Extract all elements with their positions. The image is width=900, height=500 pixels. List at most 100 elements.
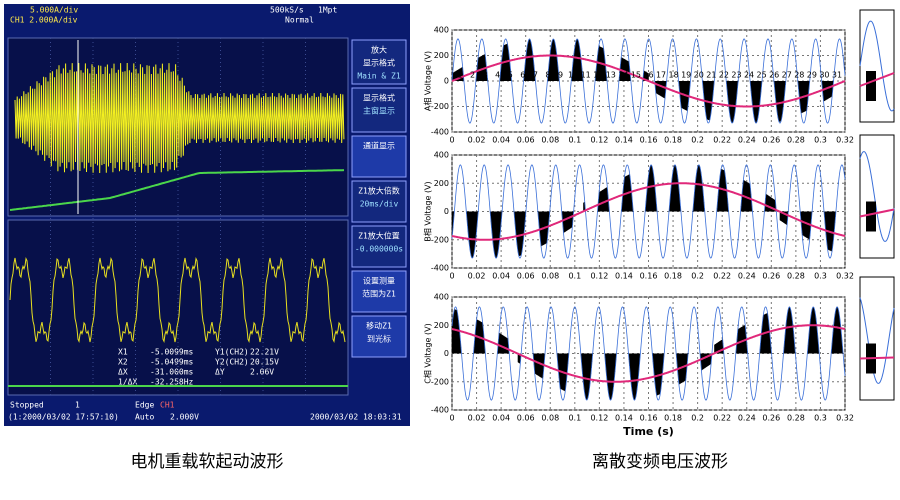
x-tick-label: 0.32 bbox=[836, 414, 854, 423]
y-tick-label: 200 bbox=[434, 51, 449, 60]
segment-number: 5 bbox=[508, 71, 513, 80]
cursor-readout: 2.06V bbox=[250, 368, 274, 377]
menu-label: Z1放大位置 bbox=[358, 231, 400, 241]
zoom-frame bbox=[859, 134, 895, 259]
carrier-wave bbox=[451, 164, 846, 259]
x-tick-label: 0.08 bbox=[541, 272, 559, 281]
ch2-scale: 5.000A/div bbox=[30, 6, 78, 15]
current-waveform bbox=[14, 62, 345, 174]
segment-number: 14 bbox=[618, 71, 628, 80]
segment-number: 26 bbox=[769, 71, 779, 80]
y-tick-label: 400 bbox=[434, 293, 449, 302]
menu-button bbox=[351, 225, 407, 268]
record-length: 1Mpt bbox=[318, 6, 337, 15]
cursor-readout: X2 bbox=[118, 358, 128, 367]
x-tick-label: 0.26 bbox=[762, 272, 780, 281]
y-tick-label: 0 bbox=[444, 349, 449, 358]
y-tick-label: 200 bbox=[434, 321, 449, 330]
caption: 电机重载软起动波形 bbox=[131, 452, 284, 472]
segment-number: 8 bbox=[545, 71, 550, 80]
level: 2.000V bbox=[170, 413, 199, 422]
segment-number: 2 bbox=[470, 71, 475, 80]
cursor-readout: -32.258Hz bbox=[150, 378, 194, 387]
y-tick-label: -200 bbox=[431, 102, 449, 111]
fundamental-wave bbox=[451, 324, 846, 383]
count: 1 bbox=[75, 401, 80, 410]
menu-label: Z1放大倍数 bbox=[358, 186, 400, 196]
zoom-waveform bbox=[9, 256, 346, 344]
menu-button bbox=[351, 180, 407, 223]
y-axis-label: A相 Voltage (V) bbox=[423, 51, 433, 111]
segment-number: 20 bbox=[694, 71, 704, 80]
segment-number: 17 bbox=[656, 71, 666, 80]
segment-number: 9 bbox=[558, 71, 563, 80]
cursor-readout: ΔY bbox=[215, 368, 225, 377]
segment-number: 31 bbox=[832, 71, 842, 80]
x-tick-label: 0 bbox=[449, 136, 454, 145]
segment-number: 24 bbox=[744, 71, 754, 80]
x-axis-label: Time (s) bbox=[623, 425, 674, 438]
scope-zoom-window bbox=[7, 219, 349, 396]
y-axis-label: C相 Voltage (V) bbox=[423, 323, 433, 383]
x-tick-label: 0.12 bbox=[590, 136, 608, 145]
x-tick-label: 0.12 bbox=[590, 272, 608, 281]
carrier-wave bbox=[451, 306, 846, 401]
menu-button bbox=[351, 270, 407, 313]
segment-number: 16 bbox=[643, 71, 653, 80]
y-tick-label: 200 bbox=[434, 179, 449, 188]
segment-number: 13 bbox=[606, 71, 616, 80]
menu-label: 20ms/div bbox=[360, 200, 399, 209]
cursor-readout: 22.21V bbox=[250, 348, 279, 357]
menu-label: Main & Z1 bbox=[357, 72, 401, 81]
carrier-wave bbox=[451, 38, 846, 124]
trigger-mode: Normal bbox=[285, 16, 314, 25]
x-tick-label: 0.1 bbox=[568, 272, 581, 281]
x-tick-label: 0.06 bbox=[517, 272, 535, 281]
cursor-readout: 1/ΔX bbox=[118, 378, 137, 387]
x-tick-label: 0.16 bbox=[640, 272, 658, 281]
menu-label: 显示格式 bbox=[363, 93, 395, 103]
fundamental-wave bbox=[451, 54, 846, 108]
menu-label: -0.000000s bbox=[355, 245, 403, 254]
segment-number: 3 bbox=[483, 71, 488, 80]
menu-label: 放大 bbox=[371, 45, 387, 55]
x-tick-label: 0.3 bbox=[814, 414, 827, 423]
y-tick-label: -400 bbox=[431, 406, 449, 415]
x-tick-label: 0.16 bbox=[640, 136, 658, 145]
cursor-readout: Y1(CH2) bbox=[215, 348, 249, 357]
segment-number: 12 bbox=[593, 71, 603, 80]
segment-number: 11 bbox=[581, 71, 591, 80]
x-tick-label: 0.14 bbox=[615, 272, 633, 281]
x-tick-label: 0.02 bbox=[468, 272, 486, 281]
cursor-readout: 20.15V bbox=[250, 358, 279, 367]
cursor-readout: Y2(CH2) bbox=[215, 358, 249, 367]
segment-number: 25 bbox=[757, 71, 767, 80]
segment-number: 21 bbox=[706, 71, 716, 80]
x-tick-label: 0.1 bbox=[568, 414, 581, 423]
sample-rate: 500kS/s bbox=[270, 6, 304, 15]
x-tick-label: 0.26 bbox=[762, 414, 780, 423]
cursor-readout: X1 bbox=[118, 348, 128, 357]
x-tick-label: 0.26 bbox=[762, 136, 780, 145]
zoom-frame bbox=[859, 276, 895, 401]
x-tick-label: 0.14 bbox=[615, 414, 633, 423]
x-tick-label: 0.08 bbox=[541, 136, 559, 145]
start-time: (1:2000/03/02 17:57:10) bbox=[8, 413, 119, 422]
speed-trace bbox=[9, 169, 345, 211]
x-tick-label: 0 bbox=[449, 414, 454, 423]
x-tick-label: 0.04 bbox=[492, 136, 510, 145]
zoom-pwm bbox=[866, 71, 876, 101]
x-tick-label: 0.04 bbox=[492, 414, 510, 423]
cursor-readout: ΔX bbox=[118, 368, 128, 377]
x-tick-label: 0.18 bbox=[664, 414, 682, 423]
segment-number: 27 bbox=[782, 71, 792, 80]
x-tick-label: 0.12 bbox=[590, 414, 608, 423]
menu-label: 通道显示 bbox=[363, 141, 395, 151]
segment-number: 15 bbox=[631, 71, 641, 80]
x-tick-label: 0.02 bbox=[468, 414, 486, 423]
y-tick-label: -200 bbox=[431, 235, 449, 244]
menu-button bbox=[351, 87, 407, 133]
y-tick-label: 0 bbox=[444, 207, 449, 216]
cursor-readout: -5.0099ms bbox=[150, 348, 194, 357]
